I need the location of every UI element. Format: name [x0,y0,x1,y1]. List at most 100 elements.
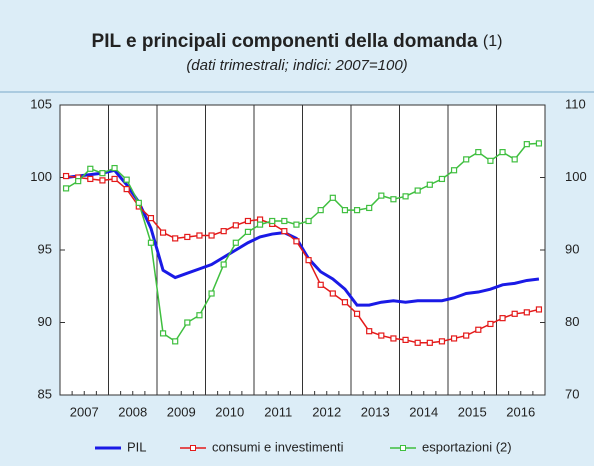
y2-tick-label: 90 [565,241,579,256]
series-marker [123,176,130,183]
series-marker [62,172,70,180]
x-tick-label: 2015 [458,404,487,419]
series-marker [414,339,421,346]
x-tick-label: 2013 [361,404,390,419]
series-marker [378,192,385,199]
x-tick-label: 2009 [167,404,196,419]
series-marker [244,228,252,235]
series-marker [366,328,373,335]
series-marker [329,194,336,201]
series-marker [511,310,518,317]
series-marker [293,221,300,228]
series-marker [450,167,458,174]
x-tick-label: 2008 [118,404,147,419]
series-marker [511,156,518,163]
series-marker [87,165,94,172]
legend-marker [190,445,196,451]
series-marker [159,330,167,337]
series-marker [463,156,470,163]
series-marker [523,141,530,148]
series-marker [438,175,446,183]
legend-label: consumi e investimenti [212,439,344,454]
series-marker [438,338,446,345]
series-marker [184,233,191,241]
series-marker [135,199,142,206]
series-marker [499,315,506,322]
series-line [65,168,540,307]
x-tick-label: 2007 [70,404,99,419]
x-tick-label: 2014 [409,404,438,419]
series-marker [232,222,239,229]
series-marker [172,338,179,345]
series-marker [256,221,264,228]
series-marker [87,175,94,183]
series-marker [208,290,215,297]
series-marker [244,217,252,225]
series-marker [305,257,312,264]
series-line [65,175,540,344]
x-tick-label: 2010 [215,404,244,419]
series-marker [147,215,155,222]
y2-tick-label: 70 [565,386,579,401]
series-marker [414,187,421,194]
series-marker [366,204,373,212]
series-marker [208,232,215,239]
series-marker [111,175,118,183]
y2-tick-label: 80 [565,314,579,329]
series-marker [196,232,203,239]
series-marker [293,238,300,245]
y-tick-label: 85 [38,386,52,401]
chart-title: PIL e principali componenti della domand… [92,31,503,52]
legend-label: PIL [127,439,147,454]
series-marker [475,326,482,333]
series-marker [232,239,239,246]
series-marker [281,217,288,225]
x-tick-label: 2012 [312,404,341,419]
series-marker [402,193,409,200]
series-marker [159,229,167,236]
series-marker [341,207,349,214]
series-marker [353,310,361,317]
series-marker [523,309,530,316]
series-marker [353,207,361,214]
series-marker [123,186,130,193]
series-marker [147,239,155,246]
series-marker [378,332,385,339]
series-marker [305,217,312,225]
series-marker [317,281,324,288]
series-marker [329,290,336,297]
series-marker [99,177,106,184]
title-note: (1) [483,33,503,50]
x-tick-label: 2016 [506,404,535,419]
series-marker [390,196,397,203]
legend-label: esportazioni (2) [422,439,512,454]
series-marker [426,339,433,346]
chart-subtitle: (dati trimestrali; indici: 2007=100) [186,57,407,74]
series-marker [450,335,458,342]
y2-tick-label: 100 [565,169,587,184]
series-marker [475,149,482,156]
series-marker [487,320,494,328]
series-marker [317,207,324,214]
series-marker [196,312,203,319]
series-marker [62,185,70,192]
series-marker [99,170,106,177]
series-line [65,142,539,343]
series-marker [390,335,397,342]
series-marker [535,306,543,313]
series-marker [499,149,506,156]
y-tick-label: 105 [30,96,52,111]
y-tick-label: 100 [30,169,52,184]
y-tick-label: 90 [38,314,52,329]
series-marker [172,235,179,242]
x-tick-label: 2011 [264,404,292,419]
series-marker [463,332,470,339]
y-tick-label: 95 [38,241,52,256]
series-marker [256,216,264,223]
title-main: PIL e principali componenti della domand… [92,31,478,52]
series-marker [184,319,191,326]
series-marker [535,140,543,147]
y2-tick-label: 110 [565,96,586,111]
series-marker [75,178,82,185]
